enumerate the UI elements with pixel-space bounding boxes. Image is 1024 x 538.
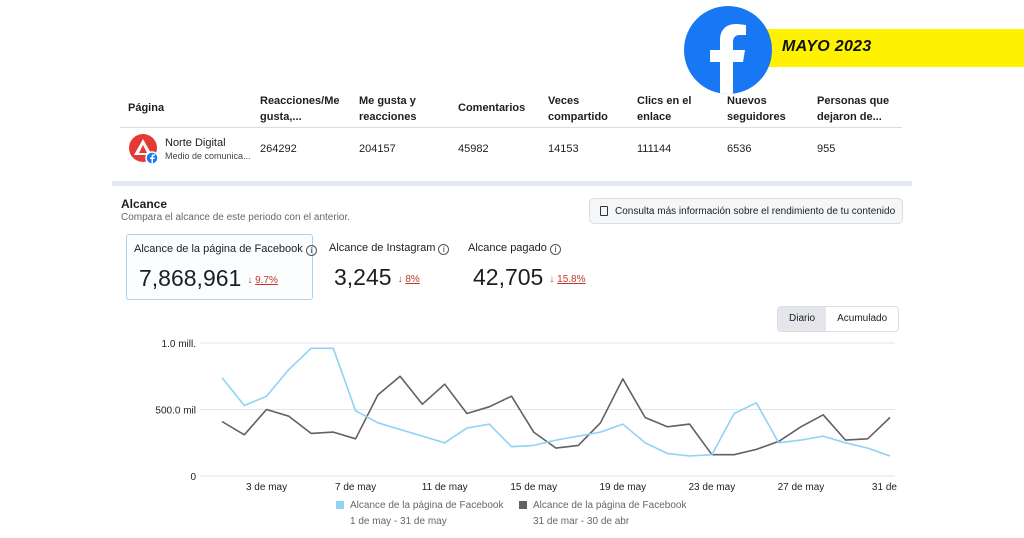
toggle-daily[interactable]: Diario <box>778 307 827 331</box>
metric-value: 42,705 <box>473 264 544 290</box>
reach-line-chart: 1.0 mill. 500.0 mil 0 3 de may 7 de may 11 de… <box>155 339 900 493</box>
cell-shares: 14153 <box>548 143 579 155</box>
metric-label: Alcance de Instagram <box>329 242 436 254</box>
x-tick-label: 23 de may <box>689 482 736 493</box>
content-performance-label: Consulta más información sobre el rendim… <box>615 205 896 217</box>
col-header-new-followers: Nuevos seguidores <box>727 95 786 123</box>
legend-current[interactable]: Alcance de la página de Facebook 1 de ma… <box>336 500 503 527</box>
metric-delta: ↓ 8% <box>397 274 420 285</box>
toggle-cumulative[interactable]: Acumulado <box>826 307 899 331</box>
metric-value: 3,245 <box>334 264 392 290</box>
info-icon[interactable]: i <box>438 244 450 255</box>
metric-label: Alcance pagado <box>468 242 547 254</box>
series-line-current[interactable] <box>221 347 891 457</box>
x-tick-label: 15 de may <box>510 482 557 493</box>
cell-comments: 45982 <box>458 143 489 155</box>
page-name[interactable]: Norte Digital <box>165 137 226 149</box>
legend-previous[interactable]: Alcance de la página de Facebook 31 de m… <box>519 500 686 527</box>
section-subtitle: Compara el alcance de este periodo con e… <box>121 212 351 223</box>
page-avatar <box>128 133 160 165</box>
metric-paid-reach[interactable]: Alcance pagado i 42,705 ↓ 15.8% <box>461 234 611 300</box>
section-title: Alcance <box>121 197 168 211</box>
info-icon[interactable]: i <box>305 245 317 256</box>
document-icon <box>600 206 608 216</box>
cell-new-followers: 6536 <box>727 143 752 155</box>
col-header-shares: Veces compartido <box>548 95 608 123</box>
view-toggle[interactable]: Diario Acumulado <box>777 306 900 332</box>
col-header-likes: Me gusta y reacciones <box>359 95 417 123</box>
metric-delta: ↓ 15.8% <box>549 274 586 285</box>
col-header-link-clicks: Clics en el enlace <box>637 95 692 123</box>
section-divider <box>112 181 912 186</box>
content-performance-button[interactable]: Consulta más información sobre el rendim… <box>589 198 903 224</box>
legend-label: Alcance de la página de Facebook <box>350 500 504 511</box>
month-label: MAYO 2023 <box>782 38 872 55</box>
series-line-previous[interactable] <box>221 375 891 456</box>
col-header-unfollows: Personas que dejaron de... <box>817 95 890 123</box>
cell-link-clicks: 111144 <box>637 143 672 155</box>
cell-reactions: 264292 <box>260 143 297 155</box>
facebook-logo-icon <box>684 6 772 94</box>
legend-period: 1 de may - 31 de may <box>350 516 447 527</box>
y-tick-label: 500.0 mil <box>155 406 196 417</box>
cell-likes: 204157 <box>359 143 396 155</box>
col-header-comments: Comentarios <box>458 102 526 114</box>
metric-label: Alcance de la página de Facebook <box>134 243 303 255</box>
y-tick-label: 0 <box>190 472 196 483</box>
info-icon[interactable]: i <box>549 244 561 255</box>
table-row[interactable]: Norte Digital Medio de comunica... 26429… <box>120 130 902 170</box>
month-banner: MAYO 2023 <box>760 29 1024 67</box>
legend-swatch <box>519 501 527 509</box>
x-tick-label: 3 de may <box>246 482 287 493</box>
x-tick-label: 19 de may <box>599 482 646 493</box>
legend-swatch <box>336 501 344 509</box>
col-header-reactions: Reacciones/Me gusta,... <box>260 95 340 123</box>
x-tick-label: 7 de may <box>335 482 376 493</box>
y-tick-label: 1.0 mill. <box>162 339 196 350</box>
x-tick-label: 11 de may <box>422 482 468 493</box>
page-category: Medio de comunica... <box>165 151 251 161</box>
x-tick-label: 27 de may <box>778 482 825 493</box>
metric-value: 7,868,961 <box>139 265 242 291</box>
cell-unfollows: 955 <box>817 143 836 155</box>
legend-period: 31 de mar - 30 de abr <box>533 516 630 527</box>
table-header: Página Reacciones/Me gusta,... Me gusta … <box>120 92 902 128</box>
x-tick-label: 31 de m <box>872 482 900 493</box>
col-header-page: Página <box>128 102 165 114</box>
metric-facebook-reach[interactable]: Alcance de la página de Facebook i 7,868,… <box>126 234 317 300</box>
metric-instagram-reach[interactable]: Alcance de Instagram i 3,245 ↓ 8% <box>322 234 457 300</box>
legend-label: Alcance de la página de Facebook <box>533 500 687 511</box>
metric-delta: ↓ 9.7% <box>247 275 278 286</box>
